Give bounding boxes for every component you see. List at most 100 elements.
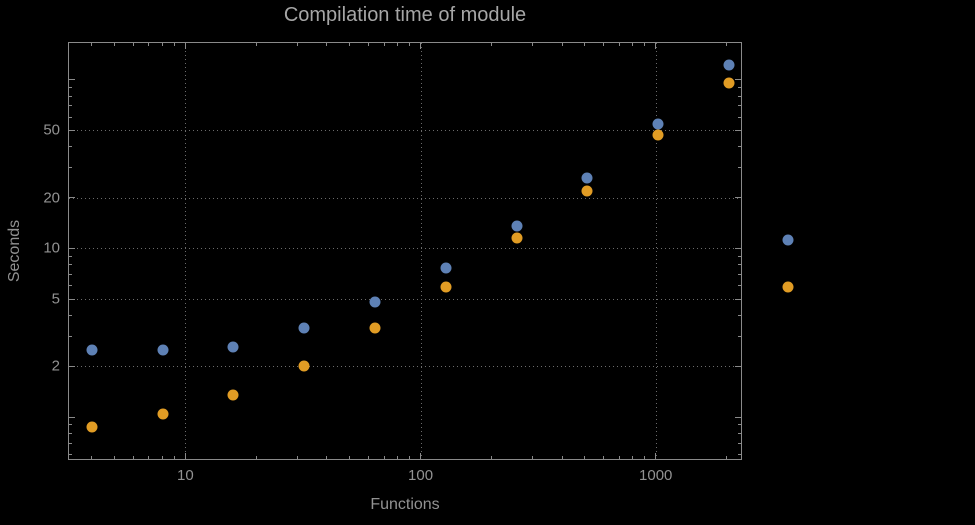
x-tick-mark: [174, 456, 176, 459]
x-tick-mark: [148, 456, 150, 459]
y-tick-mark: [69, 86, 72, 88]
x-tick-mark: [584, 43, 586, 46]
y-tick-mark: [69, 433, 72, 435]
y-tick-mark: [738, 116, 741, 118]
data-point-orange: [723, 77, 735, 89]
x-tick-mark: [644, 456, 646, 459]
y-tick-mark: [738, 86, 741, 88]
x-tick-mark: [644, 43, 646, 46]
x-tick-mark: [91, 43, 93, 46]
x-tick-mark: [409, 43, 411, 46]
y-tick-label: 2: [51, 357, 60, 375]
x-tick-mark: [91, 456, 93, 459]
y-axis-label: Seconds: [6, 219, 23, 283]
x-tick-label: 1000: [639, 467, 673, 484]
legend-marker-1: [782, 281, 794, 293]
x-tick-mark: [162, 456, 164, 459]
y-tick-mark: [738, 95, 741, 97]
x-tick-mark: [383, 43, 385, 46]
data-point-blue: [440, 262, 452, 274]
y-tick-mark: [69, 315, 72, 317]
data-point-blue: [227, 341, 239, 353]
y-tick-mark: [69, 105, 72, 107]
x-tick-mark: [162, 43, 164, 46]
x-tick-mark: [655, 43, 657, 49]
data-point-blue: [581, 172, 593, 184]
x-tick-mark: [603, 456, 605, 459]
chart-title: Compilation time of module: [283, 4, 527, 26]
x-tick-mark: [726, 456, 728, 459]
y-tick-mark: [738, 424, 741, 426]
x-tick-mark: [420, 43, 422, 49]
y-tick-mark: [735, 197, 741, 199]
data-point-orange: [298, 360, 310, 372]
data-point-blue: [298, 322, 310, 333]
x-tick-mark: [184, 43, 186, 49]
y-tick-mark: [738, 167, 741, 169]
x-tick-mark: [367, 43, 369, 46]
x-tick-mark: [397, 43, 399, 46]
data-point-orange: [511, 232, 523, 244]
x-tick-mark: [174, 43, 176, 46]
y-gridline: [69, 197, 741, 199]
x-tick-mark: [618, 456, 620, 459]
y-tick-mark: [738, 315, 741, 317]
y-tick-mark: [735, 129, 741, 131]
x-tick-mark: [255, 43, 257, 46]
data-point-orange: [652, 129, 664, 141]
x-tick-mark: [383, 456, 385, 459]
x-tick-label: 10: [177, 467, 194, 484]
x-gridline: [655, 43, 657, 459]
x-tick-mark: [326, 43, 328, 46]
x-tick-mark: [532, 456, 534, 459]
x-tick-mark: [326, 456, 328, 459]
y-tick-mark: [69, 197, 75, 199]
y-tick-mark: [738, 146, 741, 148]
y-tick-mark: [69, 79, 75, 81]
data-point-orange: [440, 281, 452, 293]
y-tick-mark: [69, 424, 72, 426]
data-point-orange: [581, 185, 593, 197]
y-tick-label: 50: [43, 121, 60, 139]
x-tick-mark: [114, 43, 116, 46]
data-point-blue: [369, 296, 381, 308]
data-point-blue: [86, 344, 98, 356]
x-tick-mark: [148, 43, 150, 46]
x-tick-mark: [132, 43, 134, 46]
y-tick-mark: [69, 264, 72, 266]
y-tick-mark: [69, 442, 72, 444]
y-tick-mark: [69, 116, 72, 118]
y-tick-mark: [735, 298, 741, 300]
data-point-orange: [369, 322, 381, 333]
x-tick-mark: [132, 456, 134, 459]
x-tick-mark: [367, 456, 369, 459]
x-tick-mark: [632, 43, 634, 46]
x-tick-mark: [584, 456, 586, 459]
y-tick-label: 10: [43, 239, 60, 257]
y-gridline: [69, 248, 741, 250]
x-tick-mark: [397, 456, 399, 459]
data-point-blue: [723, 59, 735, 71]
y-tick-mark: [69, 146, 72, 148]
data-point-blue: [157, 344, 169, 356]
y-tick-label: 5: [51, 290, 60, 308]
x-gridline: [420, 43, 422, 459]
y-tick-label: 20: [43, 189, 60, 207]
y-tick-mark: [69, 285, 72, 287]
y-tick-mark: [69, 454, 72, 456]
y-tick-mark: [69, 167, 72, 169]
y-tick-mark: [735, 365, 741, 367]
x-tick-mark: [490, 43, 492, 46]
x-tick-mark: [184, 453, 186, 459]
y-tick-mark: [69, 365, 75, 367]
x-tick-mark: [420, 453, 422, 459]
data-point-orange: [157, 408, 169, 420]
y-tick-mark: [738, 274, 741, 276]
data-point-blue: [511, 220, 523, 232]
x-tick-mark: [297, 456, 299, 459]
x-tick-mark: [561, 43, 563, 46]
x-tick-mark: [603, 43, 605, 46]
y-tick-mark: [738, 433, 741, 435]
x-tick-mark: [349, 43, 351, 46]
